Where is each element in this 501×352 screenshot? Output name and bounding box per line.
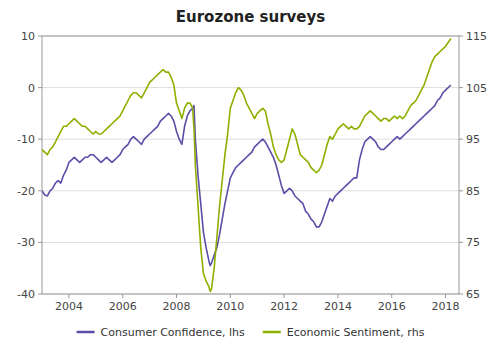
y2-tick-label: 105 bbox=[466, 82, 487, 95]
y2-tick bbox=[459, 36, 463, 37]
y-tick-label: -30 bbox=[17, 236, 35, 249]
x-tick-label: 2016 bbox=[378, 300, 406, 313]
x-tick bbox=[122, 294, 123, 298]
x-tick bbox=[284, 294, 285, 298]
y-tick bbox=[38, 36, 42, 37]
y-tick-label: -20 bbox=[17, 185, 35, 198]
series-line bbox=[42, 85, 451, 266]
y2-tick bbox=[459, 242, 463, 243]
legend: Consumer Confidence, lhs Economic Sentime… bbox=[77, 326, 425, 339]
chart: Eurozone surveys 2004 2006 2008 2010 2012 2014… bbox=[0, 0, 501, 352]
x-tick-label: 2006 bbox=[109, 300, 137, 313]
y-tick bbox=[38, 87, 42, 88]
y2-tick bbox=[459, 139, 463, 140]
x-tick bbox=[337, 294, 338, 298]
y2-tick-label: 75 bbox=[466, 236, 480, 249]
y-tick bbox=[38, 139, 42, 140]
y-tick bbox=[38, 242, 42, 243]
x-tick-label: 2018 bbox=[432, 300, 460, 313]
grid-line bbox=[42, 87, 459, 88]
x-tick bbox=[176, 294, 177, 298]
y2-tick-label: 85 bbox=[466, 185, 480, 198]
y-tick-label: 10 bbox=[21, 30, 35, 43]
y2-tick bbox=[459, 190, 463, 191]
y2-tick-label: 95 bbox=[466, 133, 480, 146]
grid-line bbox=[42, 139, 459, 140]
y-tick-label: 0 bbox=[28, 82, 35, 95]
grid-line bbox=[42, 242, 459, 243]
y-tick bbox=[38, 294, 42, 295]
legend-label: Consumer Confidence, lhs bbox=[101, 326, 245, 339]
y-tick-label: -10 bbox=[17, 133, 35, 146]
y2-tick bbox=[459, 87, 463, 88]
axes: 2004 2006 2008 2010 2012 2014 2016 2018 -40 -30 -2… bbox=[17, 30, 487, 313]
x-tick-label: 2004 bbox=[55, 300, 83, 313]
series-group bbox=[42, 39, 451, 292]
y-tick bbox=[38, 190, 42, 191]
legend-swatch bbox=[263, 331, 281, 334]
x-tick-label: 2014 bbox=[324, 300, 352, 313]
x-tick bbox=[391, 294, 392, 298]
grid bbox=[42, 36, 459, 294]
series-line bbox=[42, 39, 451, 292]
y2-tick bbox=[459, 294, 463, 295]
x-tick bbox=[230, 294, 231, 298]
legend-label: Economic Sentiment, rhs bbox=[287, 326, 425, 339]
y2-tick-label: 115 bbox=[466, 30, 487, 43]
chart-container: Eurozone surveys 2004 2006 2008 2010 2012 2014… bbox=[0, 0, 501, 352]
title: Eurozone surveys bbox=[176, 8, 325, 26]
x-tick-label: 2008 bbox=[163, 300, 191, 313]
legend-swatch bbox=[77, 331, 95, 334]
x-tick-label: 2012 bbox=[270, 300, 298, 313]
x-tick-label: 2010 bbox=[216, 300, 244, 313]
y2-tick-label: 65 bbox=[466, 288, 480, 301]
grid-line bbox=[42, 190, 459, 191]
x-tick bbox=[445, 294, 446, 298]
x-tick bbox=[68, 294, 69, 298]
plot-frame bbox=[42, 36, 459, 294]
y-tick-label: -40 bbox=[17, 288, 35, 301]
